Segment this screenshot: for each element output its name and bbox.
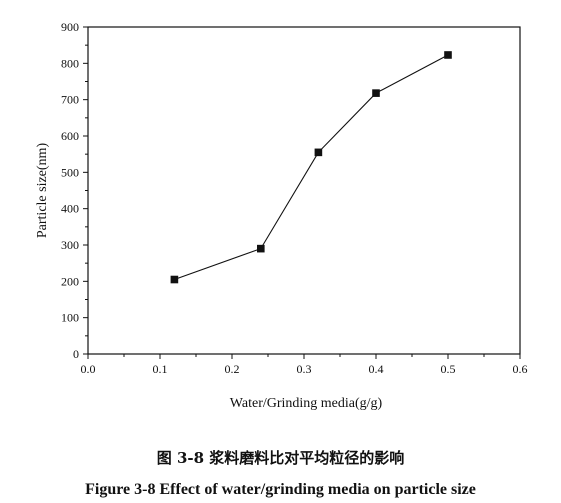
- data-point-marker: [444, 51, 452, 59]
- x-tick-label: 0.5: [441, 362, 456, 376]
- y-tick-label: 600: [61, 129, 79, 143]
- x-tick-label: 0.0: [81, 362, 96, 376]
- y-axis-ticks: 0 100 200 300 400 500 600 700 800 900: [61, 20, 88, 361]
- series-line: [174, 54, 449, 281]
- y-tick-label: 300: [61, 238, 79, 252]
- y-tick-label: 700: [61, 93, 79, 107]
- x-axis-ticks: 0.0 0.1 0.2 0.3 0.4 0.5 0.6: [81, 354, 528, 376]
- x-tick-label: 0.4: [369, 362, 384, 376]
- plot-area-frame: [87, 26, 521, 355]
- x-tick-label: 0.6: [513, 362, 528, 376]
- y-tick-label: 400: [61, 202, 79, 216]
- y-tick-label: 900: [61, 20, 79, 34]
- data-point-marker: [170, 275, 179, 284]
- figure-caption-chinese: 图 3-8 浆料磨料比对平均粒径的影响: [156, 449, 405, 467]
- x-tick-label: 0.1: [153, 362, 168, 376]
- data-points: [170, 51, 452, 284]
- y-tick-label: 200: [61, 274, 79, 288]
- y-tick-label: 100: [61, 311, 79, 325]
- y-tick-label: 800: [61, 56, 79, 70]
- x-tick-label: 0.3: [297, 362, 312, 376]
- y-axis-label: Particle size(nm): [35, 143, 50, 239]
- y-tick-label: 500: [61, 165, 79, 179]
- data-point-marker: [314, 148, 323, 157]
- x-tick-label: 0.2: [225, 362, 240, 376]
- x-axis-label: Water/Grinding media(g/g): [230, 396, 383, 411]
- data-point-marker: [257, 244, 265, 253]
- figure-caption-english: Figure 3-8 Effect of water/grinding medi…: [85, 481, 476, 498]
- y-tick-label: 0: [73, 347, 79, 361]
- data-point-marker: [372, 89, 380, 97]
